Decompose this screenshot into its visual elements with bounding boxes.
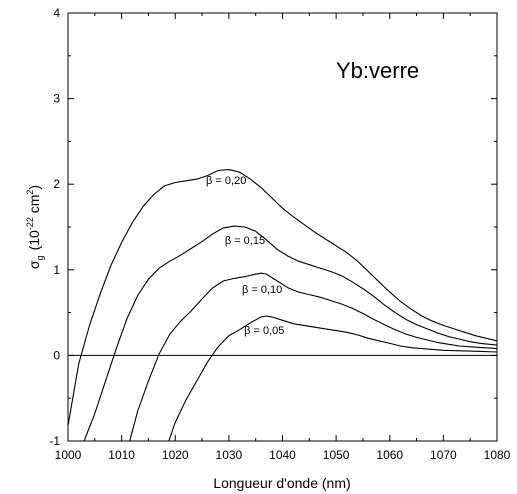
series-curve-1 bbox=[68, 169, 497, 426]
y-axis-subscript: g bbox=[35, 255, 45, 260]
x-tick-label: 1010 bbox=[108, 448, 135, 462]
material-annotation: Yb:verre bbox=[336, 58, 419, 83]
series-label-4: β = 0,05 bbox=[244, 325, 284, 337]
y-tick-label: 4 bbox=[53, 6, 60, 20]
series-curve-2 bbox=[83, 225, 497, 441]
y-axis-unit-open: (10 bbox=[26, 230, 42, 250]
x-tick-label: 1040 bbox=[269, 448, 296, 462]
y-axis-unit-close: ) bbox=[26, 185, 42, 190]
x-tick-label: 1060 bbox=[376, 448, 403, 462]
y-tick-label: 1 bbox=[53, 263, 60, 277]
y-tick-label: 0 bbox=[53, 348, 60, 362]
x-tick-label: 1050 bbox=[323, 448, 350, 462]
series-curve-3 bbox=[129, 272, 497, 441]
series-label-1: β = 0,20 bbox=[206, 175, 246, 187]
series-label-2: β = 0,15 bbox=[225, 235, 265, 247]
series-labels: β = 0,20 β = 0,15 β = 0,10 β = 0,05 bbox=[206, 175, 284, 337]
x-axis-title: Longueur d'onde (nm) bbox=[213, 475, 350, 491]
curves bbox=[68, 169, 497, 441]
x-tick-label: 1070 bbox=[430, 448, 457, 462]
y-axis-title: σg (10-22 cm2) bbox=[25, 185, 45, 269]
x-tick-label: 1020 bbox=[162, 448, 189, 462]
y-axis-unit-exponent-2: 2 bbox=[25, 190, 35, 195]
y-axis-symbol: σ bbox=[26, 260, 42, 269]
axis-tick-labels: 1000 1010 1020 1030 1040 1050 1060 1070 1080 -1 0 1… bbox=[49, 6, 510, 462]
series-label-3: β = 0,10 bbox=[242, 284, 282, 296]
x-tick-label: 1080 bbox=[484, 448, 511, 462]
plot-frame bbox=[67, 12, 498, 442]
y-tick-label: 3 bbox=[53, 92, 60, 106]
axis-ticks bbox=[67, 12, 498, 442]
x-tick-label: 1000 bbox=[55, 448, 82, 462]
x-tick-label: 1030 bbox=[216, 448, 243, 462]
y-tick-label: -1 bbox=[49, 434, 60, 448]
y-axis-unit-exponent: -22 bbox=[25, 217, 35, 230]
series-curve-4 bbox=[168, 315, 497, 441]
y-axis-unit-cm: cm bbox=[26, 195, 42, 218]
y-tick-label: 2 bbox=[53, 177, 60, 191]
